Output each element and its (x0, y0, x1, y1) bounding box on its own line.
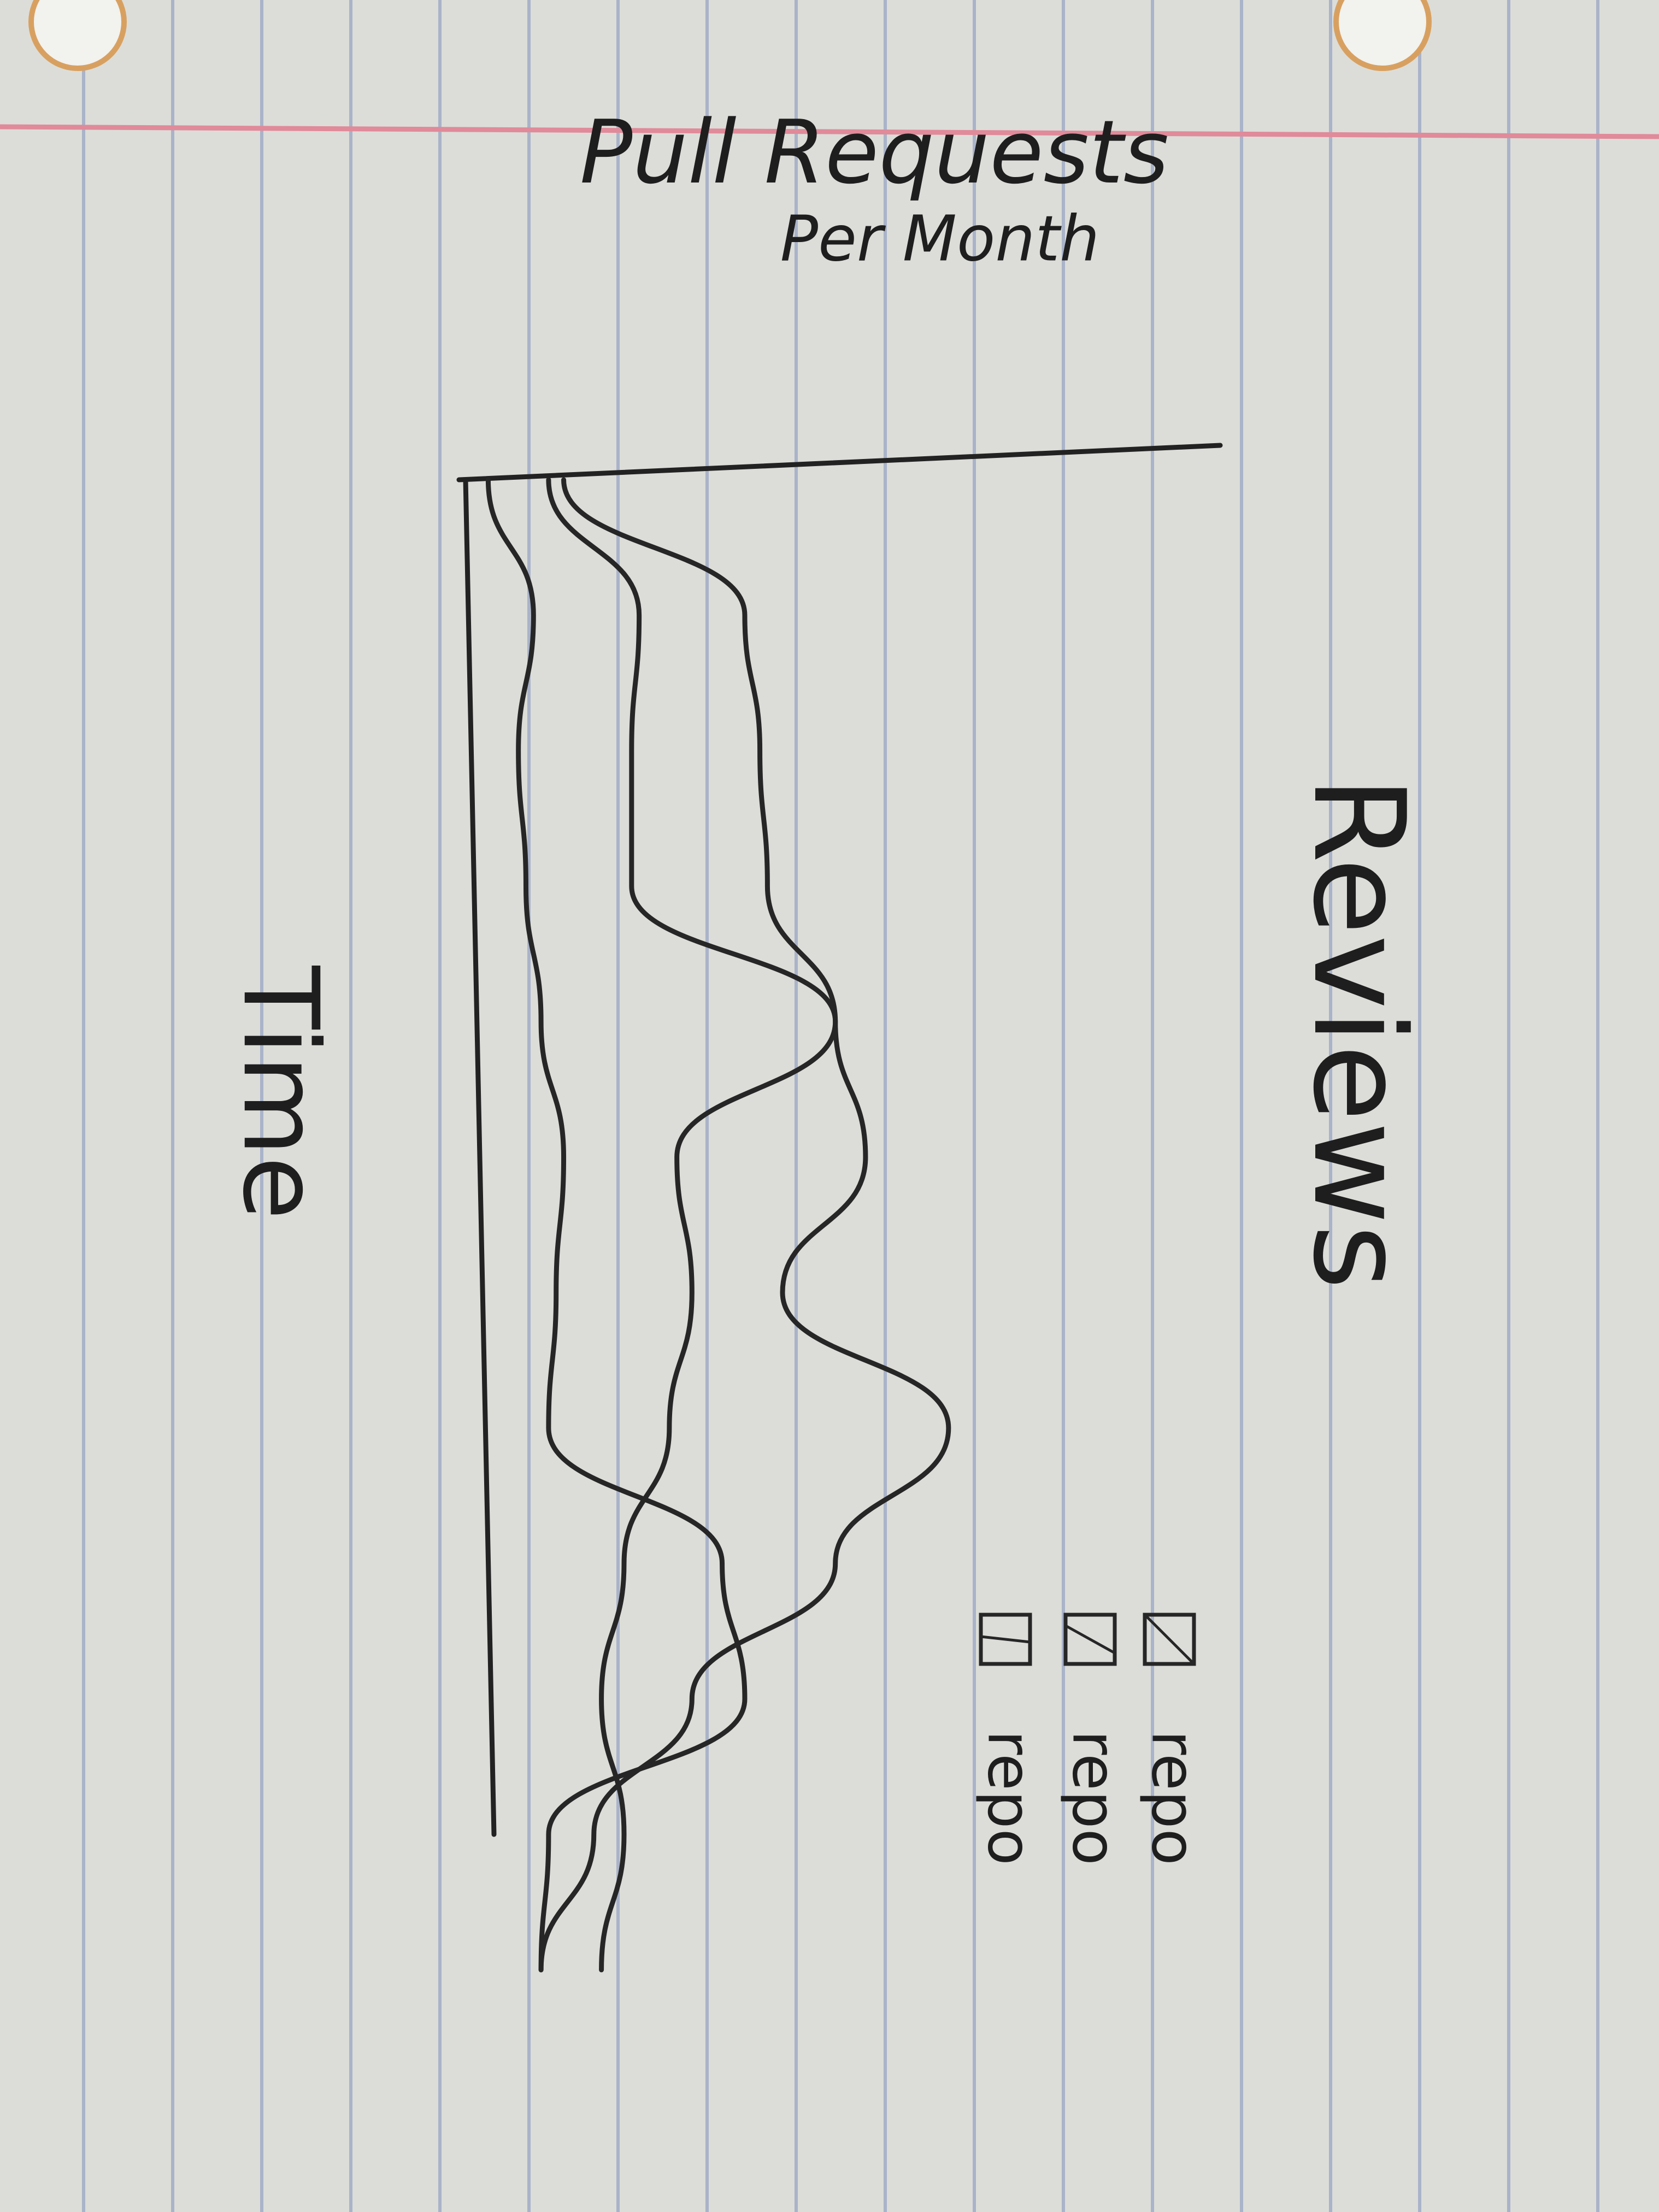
legend-hatch (1144, 1614, 1195, 1665)
margin-line (0, 124, 1659, 139)
value-axis (456, 443, 1223, 483)
chart-title: Pull Requests (580, 101, 1169, 203)
punch-hole (28, 0, 127, 71)
legend-swatch (979, 1613, 1032, 1666)
punch-hole (1333, 0, 1432, 71)
legend-hatch (1064, 1624, 1116, 1655)
legend-label: repo (975, 1730, 1045, 1866)
series-line (538, 477, 951, 1973)
x-axis-label: Time (220, 966, 341, 1220)
legend-label: repo (1139, 1730, 1209, 1866)
legend-hatch (980, 1635, 1031, 1644)
legend-label: repo (1060, 1730, 1129, 1866)
legend-swatch (1063, 1613, 1117, 1666)
time-axis (463, 477, 497, 1837)
series-line (485, 477, 748, 1973)
chart-subtitle: Per Month (780, 203, 1099, 276)
legend-swatch (1143, 1613, 1196, 1666)
series-line (546, 477, 838, 1973)
y-axis-label: Reviews (1285, 776, 1431, 1290)
